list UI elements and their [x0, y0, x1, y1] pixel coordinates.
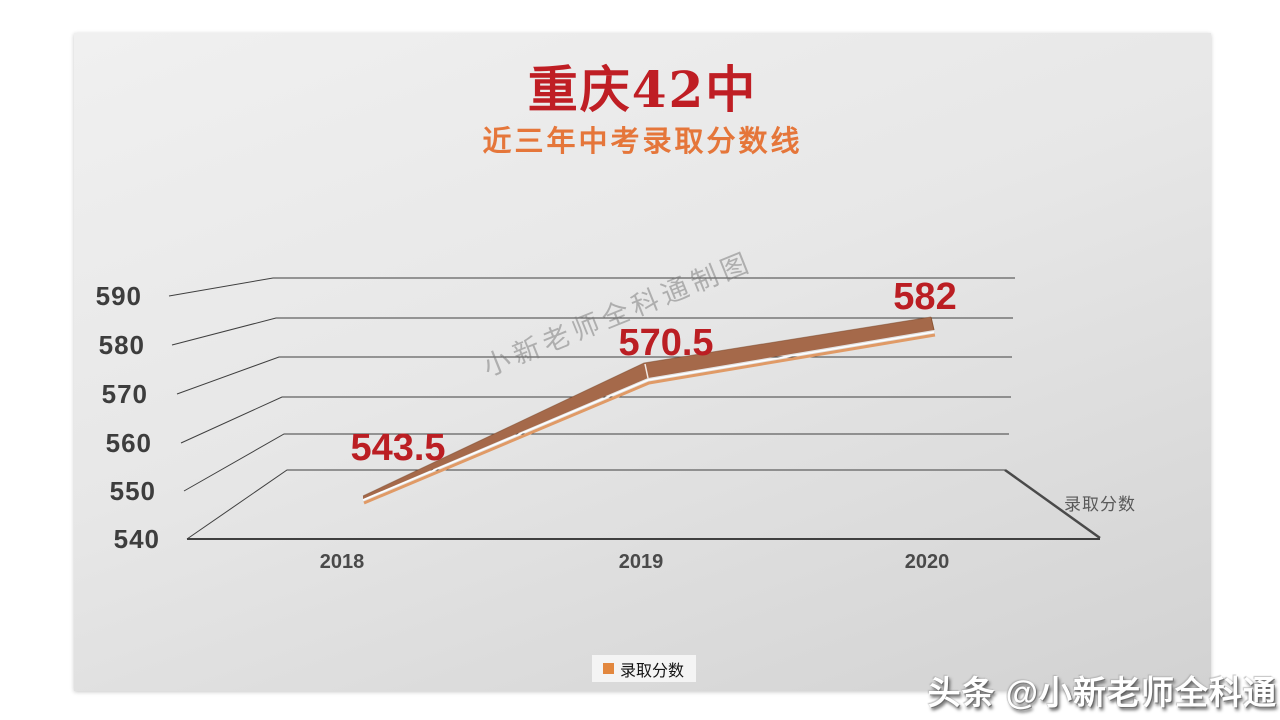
legend-swatch-icon — [603, 663, 614, 674]
legend: 录取分数 — [592, 655, 696, 682]
series-axis-label: 录取分数 — [1064, 495, 1136, 514]
x-tick-2018: 2018 — [319, 551, 365, 573]
y-tick-540: 540 — [113, 524, 160, 554]
chart-subtitle: 近三年中考录取分数线 — [482, 124, 803, 158]
brand-watermark: 头条 @小新老师全科通 — [927, 674, 1277, 711]
y-tick-580: 580 — [98, 330, 145, 360]
chart-title: 重庆42中 — [527, 60, 758, 119]
legend-label: 录取分数 — [620, 662, 685, 680]
y-tick-560: 560 — [105, 428, 152, 458]
x-tick-2020: 2020 — [904, 551, 950, 573]
y-tick-550: 550 — [109, 476, 156, 506]
y-tick-570: 570 — [101, 379, 148, 409]
data-label-2018: 543.5 — [350, 427, 446, 469]
data-label-2020: 582 — [893, 276, 957, 318]
y-tick-590: 590 — [95, 281, 142, 311]
x-tick-2019: 2019 — [618, 551, 664, 573]
data-label-2019: 570.5 — [618, 322, 714, 364]
